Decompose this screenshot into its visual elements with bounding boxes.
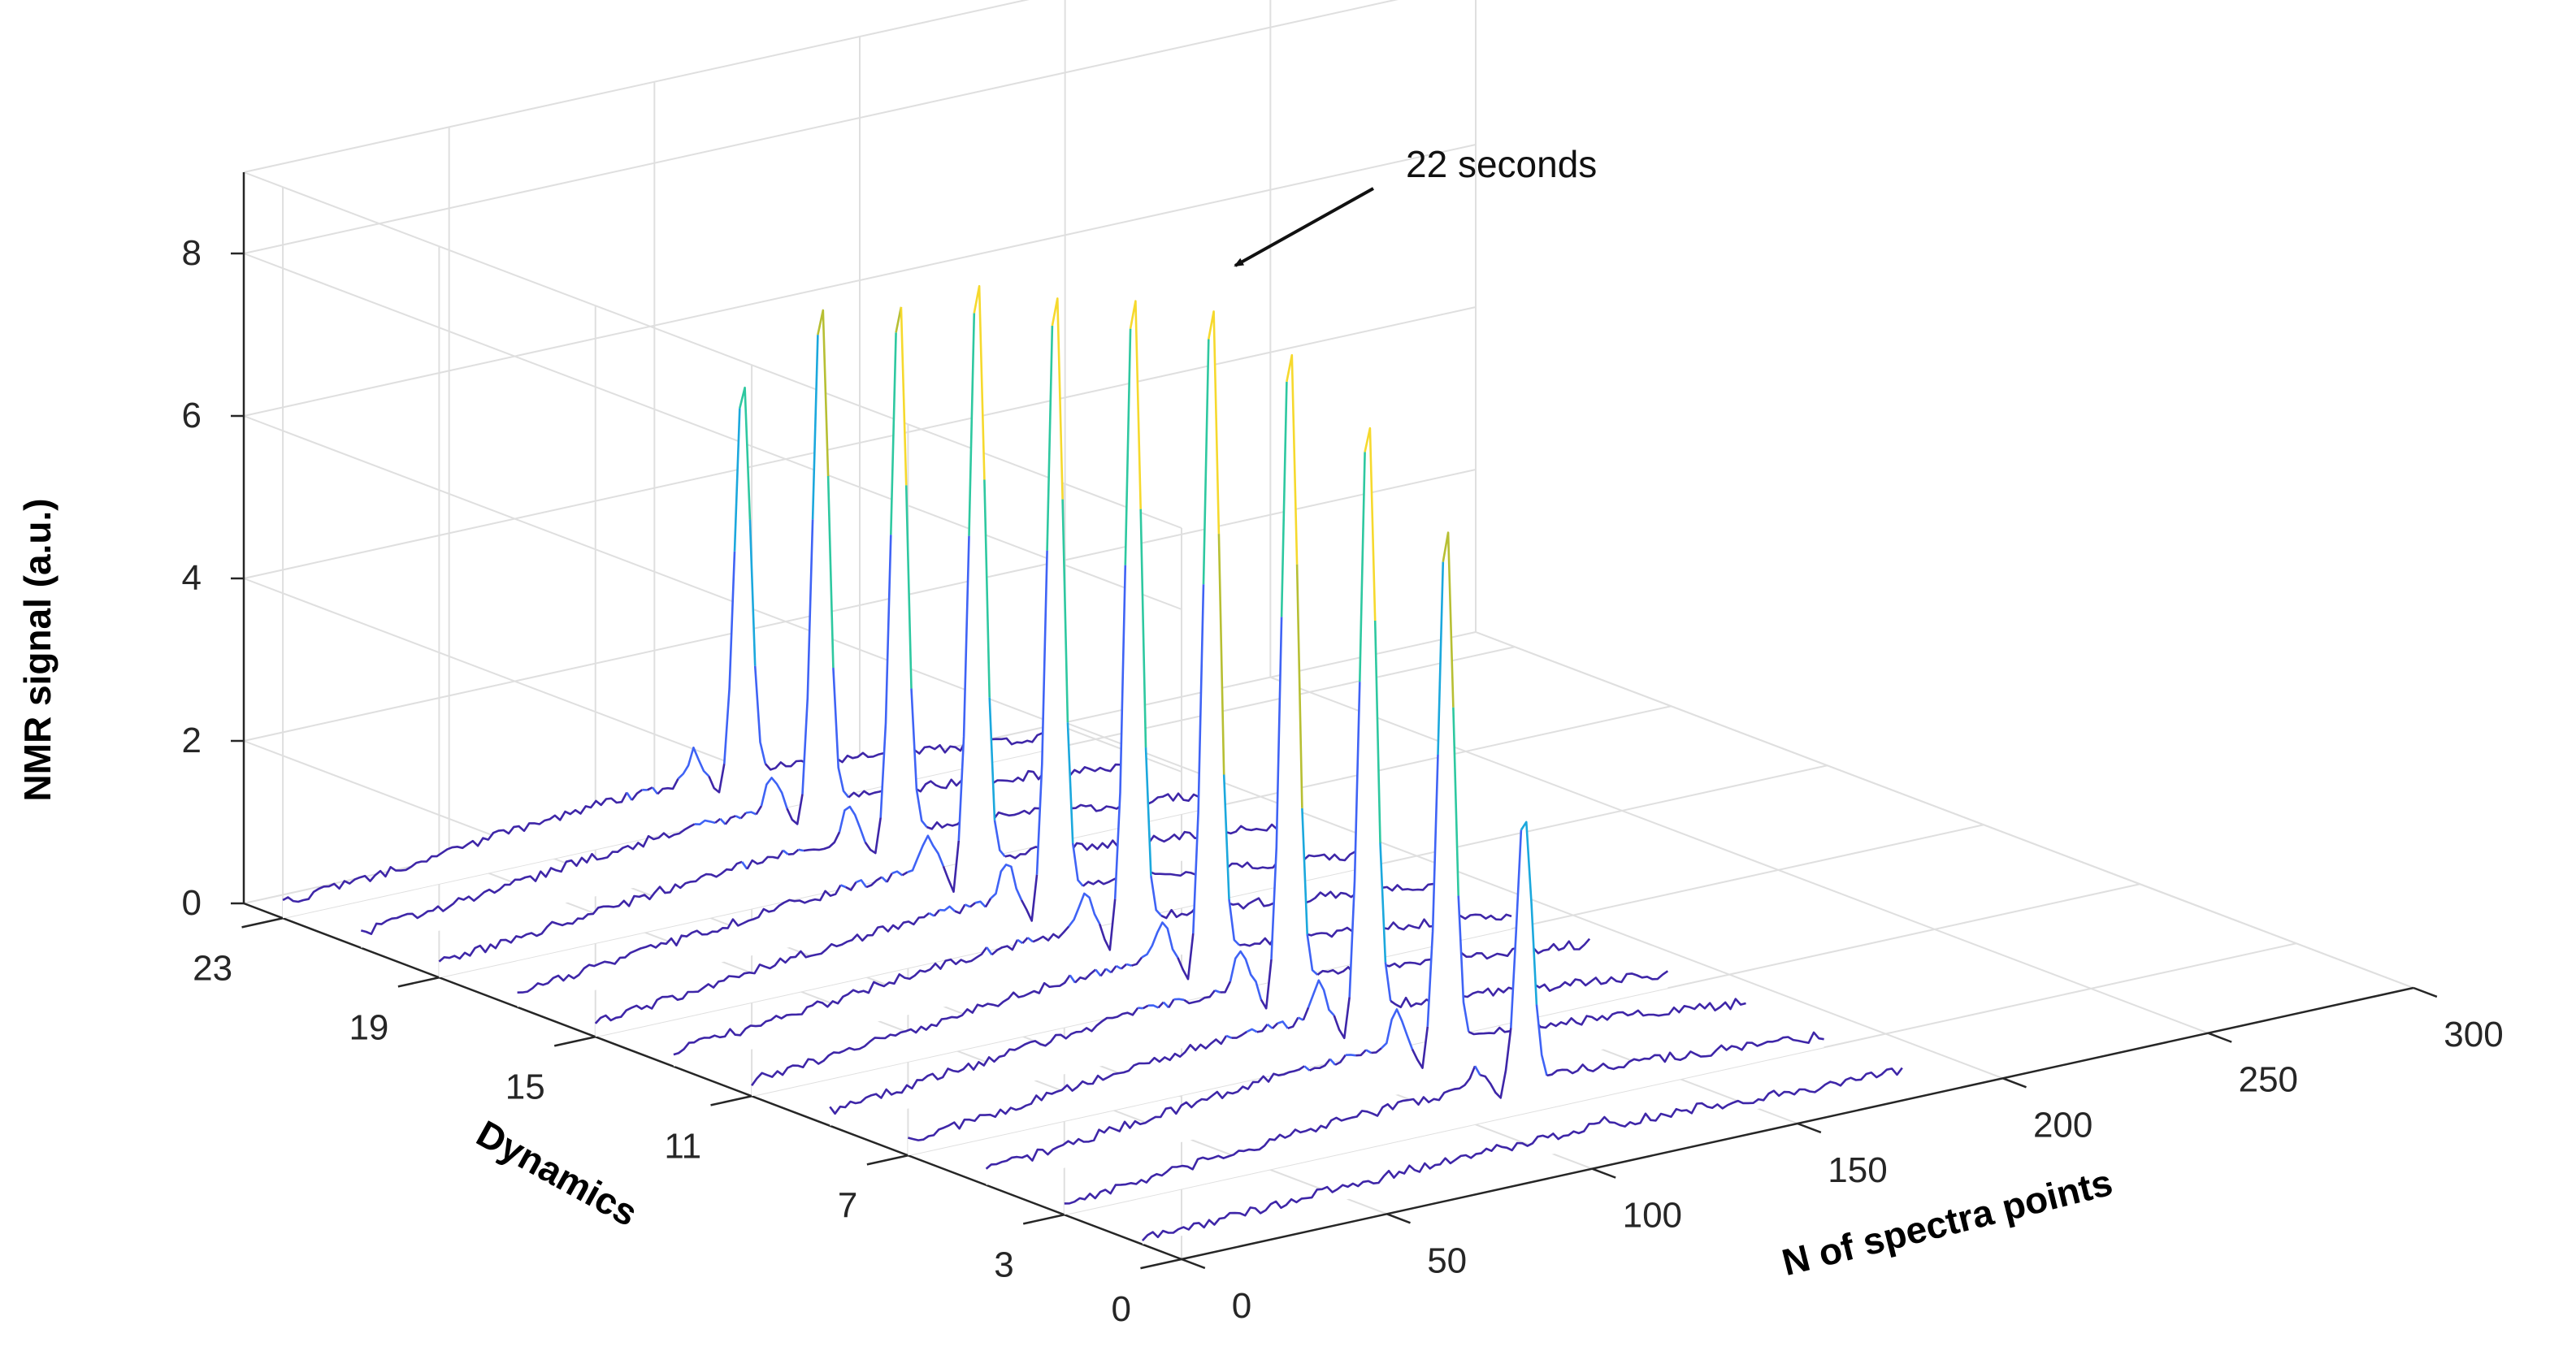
series-line xyxy=(1138,1008,1143,1009)
x-tick-mark xyxy=(1798,1124,1821,1132)
y-axis-label: Dynamics xyxy=(470,1112,644,1235)
x-tick-label: 300 xyxy=(2444,1015,2503,1054)
grid-line xyxy=(244,416,1182,772)
x-tick-mark xyxy=(1182,1259,1205,1268)
x-tick-label: 250 xyxy=(2239,1060,2298,1100)
z-tick-label: 4 xyxy=(182,558,202,598)
y-tick-mark xyxy=(242,918,284,927)
z-tick-label: 2 xyxy=(182,721,202,760)
y-tick-mark xyxy=(867,1155,909,1164)
y-tick-mark xyxy=(711,1096,752,1105)
x-tick-label: 200 xyxy=(2033,1105,2092,1145)
x-tick-label: 0 xyxy=(1232,1286,1251,1326)
y-tick-label: 3 xyxy=(994,1245,1013,1284)
x-tick-mark xyxy=(2208,1033,2231,1042)
series-line xyxy=(1346,1054,1356,1055)
y-tick-label: 23 xyxy=(193,948,232,988)
grid-line xyxy=(244,253,1182,609)
series-line xyxy=(799,850,804,851)
x-tick-mark xyxy=(1592,1169,1615,1178)
x-tick-label: 50 xyxy=(1427,1241,1467,1280)
y-tick-label: 0 xyxy=(1112,1289,1131,1329)
y-tick-label: 7 xyxy=(838,1185,857,1225)
annotation-label: 22 seconds xyxy=(1406,143,1597,185)
x-tick-label: 100 xyxy=(1623,1196,1682,1236)
y-tick-mark xyxy=(554,1037,596,1046)
z-tick-label: 8 xyxy=(182,233,202,273)
x-tick-label: 150 xyxy=(1828,1150,1887,1190)
y-tick-mark xyxy=(1140,1259,1182,1268)
z-tick-label: 6 xyxy=(182,396,202,435)
y-tick-mark xyxy=(398,977,440,986)
y-tick-label: 15 xyxy=(505,1067,545,1106)
series-line xyxy=(1174,999,1185,1000)
z-tick-label: 0 xyxy=(182,883,202,923)
x-tick-mark xyxy=(2003,1078,2027,1087)
x-tick-mark xyxy=(2413,988,2437,997)
x-tick-mark xyxy=(1387,1214,1411,1223)
y-tick-label: 19 xyxy=(349,1007,388,1047)
y-tick-label: 11 xyxy=(664,1126,701,1166)
series-line xyxy=(1126,964,1131,966)
grid-line xyxy=(1476,632,2413,988)
annotation-arrow xyxy=(1235,188,1373,266)
z-axis-label: NMR signal (a.u.) xyxy=(16,498,59,801)
y-tick-mark xyxy=(1023,1215,1065,1223)
annotation: 22 seconds xyxy=(1235,143,1597,266)
